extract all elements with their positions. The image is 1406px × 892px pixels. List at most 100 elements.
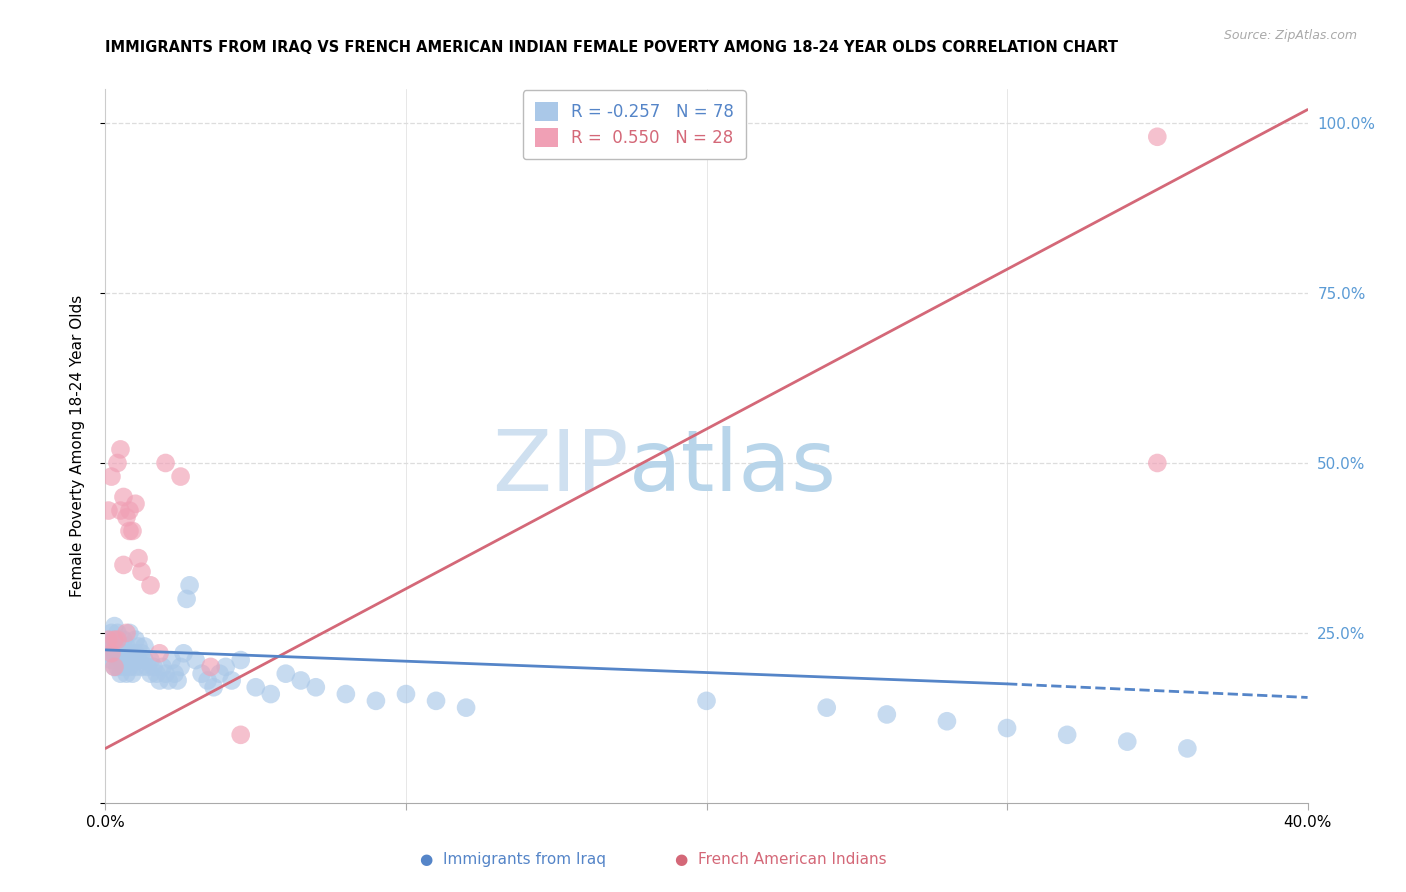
Point [179,578,201,592]
Point [110,653,132,667]
Point [157,673,180,688]
Point [134,640,156,654]
Point [128,640,150,654]
Y-axis label: Female Poverty Among 18-24 Year Olds: Female Poverty Among 18-24 Year Olds [70,295,84,597]
Point [305,680,328,694]
Point [131,660,153,674]
Point [364,694,387,708]
Point [107,626,129,640]
Point [110,640,132,654]
Point [128,551,150,566]
Point [121,666,143,681]
Point [1175,741,1198,756]
Point [245,680,267,694]
Point [454,700,477,714]
Point [97,632,120,647]
Legend: R = -0.257   N = 78, R =  0.550   N = 28: R = -0.257 N = 78, R = 0.550 N = 28 [523,90,745,159]
Point [214,660,236,674]
Point [260,687,283,701]
Point [121,524,143,538]
Point [173,646,195,660]
Point [103,619,125,633]
Point [96,640,118,654]
Point [148,646,170,660]
Point [115,666,138,681]
Point [100,626,122,640]
Point [190,666,212,681]
Point [107,660,129,674]
Point [107,646,129,660]
Point [107,632,129,647]
Point [115,626,138,640]
Point [139,578,162,592]
Point [124,632,146,647]
Point [395,687,418,701]
Point [131,646,153,660]
Point [118,646,141,660]
Point [128,653,150,667]
Point [112,660,135,674]
Point [176,591,198,606]
Point [200,660,222,674]
Point [1056,728,1078,742]
Point [100,469,122,483]
Point [100,646,122,660]
Point [148,673,170,688]
Point [1116,734,1139,748]
Point [97,503,120,517]
Point [136,660,159,674]
Point [124,660,146,674]
Point [103,660,125,674]
Point [97,646,120,660]
Point [103,646,125,660]
Point [118,503,141,517]
Point [115,510,138,524]
Point [112,558,135,572]
Point [139,666,162,681]
Point [121,653,143,667]
Text: ●  Immigrants from Iraq: ● Immigrants from Iraq [420,852,606,867]
Point [115,653,138,667]
Point [166,673,188,688]
Point [155,456,177,470]
Point [163,666,186,681]
Text: atlas: atlas [628,425,837,509]
Point [112,646,135,660]
Point [696,694,718,708]
Point [118,660,141,674]
Point [274,666,297,681]
Point [995,721,1018,735]
Point [110,666,132,681]
Point [107,456,129,470]
Point [115,640,138,654]
Text: IMMIGRANTS FROM IRAQ VS FRENCH AMERICAN INDIAN FEMALE POVERTY AMONG 18-24 YEAR O: IMMIGRANTS FROM IRAQ VS FRENCH AMERICAN … [105,40,1118,55]
Point [1146,456,1168,470]
Point [229,728,252,742]
Point [110,503,132,517]
Point [112,632,135,647]
Point [134,653,156,667]
Point [936,714,959,729]
Point [103,632,125,647]
Point [208,666,231,681]
Text: Source: ZipAtlas.com: Source: ZipAtlas.com [1223,29,1357,43]
Point [335,687,357,701]
Point [169,660,191,674]
Point [876,707,898,722]
Point [169,469,191,483]
Point [118,626,141,640]
Point [197,673,219,688]
Point [131,565,153,579]
Point [229,653,252,667]
Point [290,673,312,688]
Point [100,640,122,654]
Point [97,632,120,647]
Point [110,442,132,457]
Point [815,700,838,714]
Point [202,680,225,694]
Point [124,497,146,511]
Point [112,490,135,504]
Point [1146,129,1168,144]
Point [425,694,447,708]
Text: ZIP: ZIP [492,425,628,509]
